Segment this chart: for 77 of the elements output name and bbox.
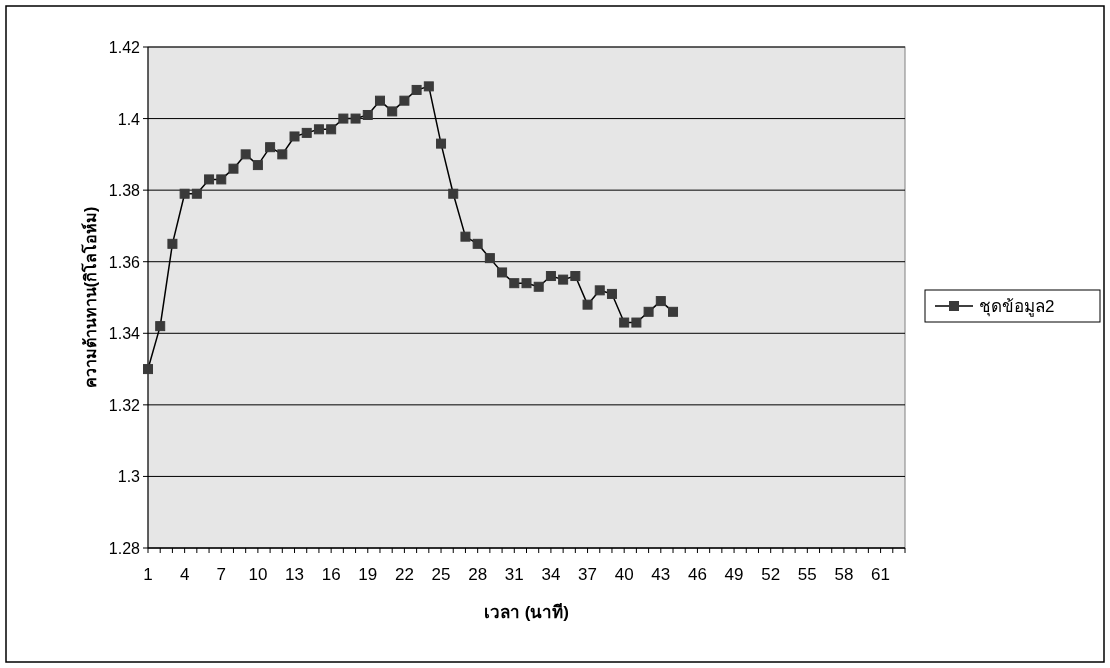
point — [338, 113, 349, 124]
point — [631, 317, 642, 328]
point — [472, 238, 483, 249]
point — [558, 274, 569, 285]
x-tick-label: 22 — [394, 565, 414, 584]
point — [374, 95, 385, 106]
point — [484, 253, 495, 264]
x-tick-label: 34 — [541, 565, 561, 584]
y-tick-label: 1.28 — [108, 540, 141, 557]
x-tick-label: 49 — [724, 565, 744, 584]
y-tick-label: 1.34 — [108, 325, 141, 343]
point — [411, 84, 422, 95]
y-tick-label: 1.3 — [117, 468, 141, 486]
x-tick-label: 13 — [285, 565, 304, 584]
point — [423, 81, 434, 92]
point — [228, 163, 239, 174]
x-axis-title: เวลา (นาที) — [483, 602, 570, 622]
point — [387, 106, 398, 117]
point — [643, 306, 654, 317]
legend-label: ชุดข้อมูล2 — [979, 297, 1055, 317]
point — [582, 299, 593, 310]
point — [179, 188, 190, 199]
point — [545, 271, 556, 282]
x-tick-label: 19 — [358, 565, 378, 584]
x-tick-label: 1 — [143, 565, 153, 584]
point — [362, 109, 373, 120]
x-tick-label: 58 — [834, 565, 854, 584]
point — [594, 285, 605, 296]
y-tick-label: 1.38 — [108, 182, 141, 200]
point — [460, 231, 471, 242]
point — [167, 238, 178, 249]
point — [619, 317, 630, 328]
point — [668, 306, 679, 317]
legend: ชุดข้อมูล2 — [924, 289, 1101, 323]
x-tick-label: 28 — [468, 565, 488, 584]
x-tick-label: 37 — [578, 565, 598, 584]
x-tick-label: 43 — [651, 565, 671, 584]
point — [655, 296, 666, 307]
point — [606, 288, 617, 299]
point — [216, 174, 227, 185]
x-tick-label: 61 — [871, 565, 891, 584]
point — [350, 113, 361, 124]
x-tick-label: 16 — [321, 565, 341, 584]
x-tick-label: 10 — [248, 565, 268, 584]
x-tick-label: 52 — [761, 565, 781, 584]
point — [313, 124, 324, 135]
point — [509, 278, 520, 289]
y-tick-label: 1.4 — [117, 110, 141, 128]
x-tick-label: 31 — [504, 565, 524, 584]
y-tick-label: 1.36 — [108, 253, 141, 271]
point — [436, 138, 447, 149]
point — [155, 321, 166, 332]
point — [265, 142, 276, 153]
y-tick-label: 1.32 — [108, 396, 141, 414]
point — [252, 160, 263, 171]
x-tick-label: 55 — [797, 565, 817, 584]
point — [240, 149, 251, 160]
x-tick-label: 40 — [614, 565, 634, 584]
x-tick-label: 4 — [179, 565, 190, 584]
point — [143, 364, 153, 375]
point — [289, 131, 300, 142]
point — [204, 174, 215, 185]
point — [277, 149, 288, 160]
point — [448, 188, 459, 199]
point — [326, 124, 337, 135]
point — [497, 267, 508, 278]
point — [533, 281, 544, 292]
point — [399, 95, 410, 106]
x-tick-label: 25 — [431, 565, 451, 584]
point — [301, 127, 312, 138]
x-tick-label: 46 — [687, 565, 707, 584]
point — [570, 271, 581, 282]
point — [191, 188, 202, 199]
point — [521, 278, 532, 289]
x-tick-label: 7 — [216, 565, 226, 584]
y-tick-label: 1.42 — [108, 39, 141, 56]
y-axis-title: ความต้านทาน(กิโลโอห์ม) — [80, 206, 99, 389]
